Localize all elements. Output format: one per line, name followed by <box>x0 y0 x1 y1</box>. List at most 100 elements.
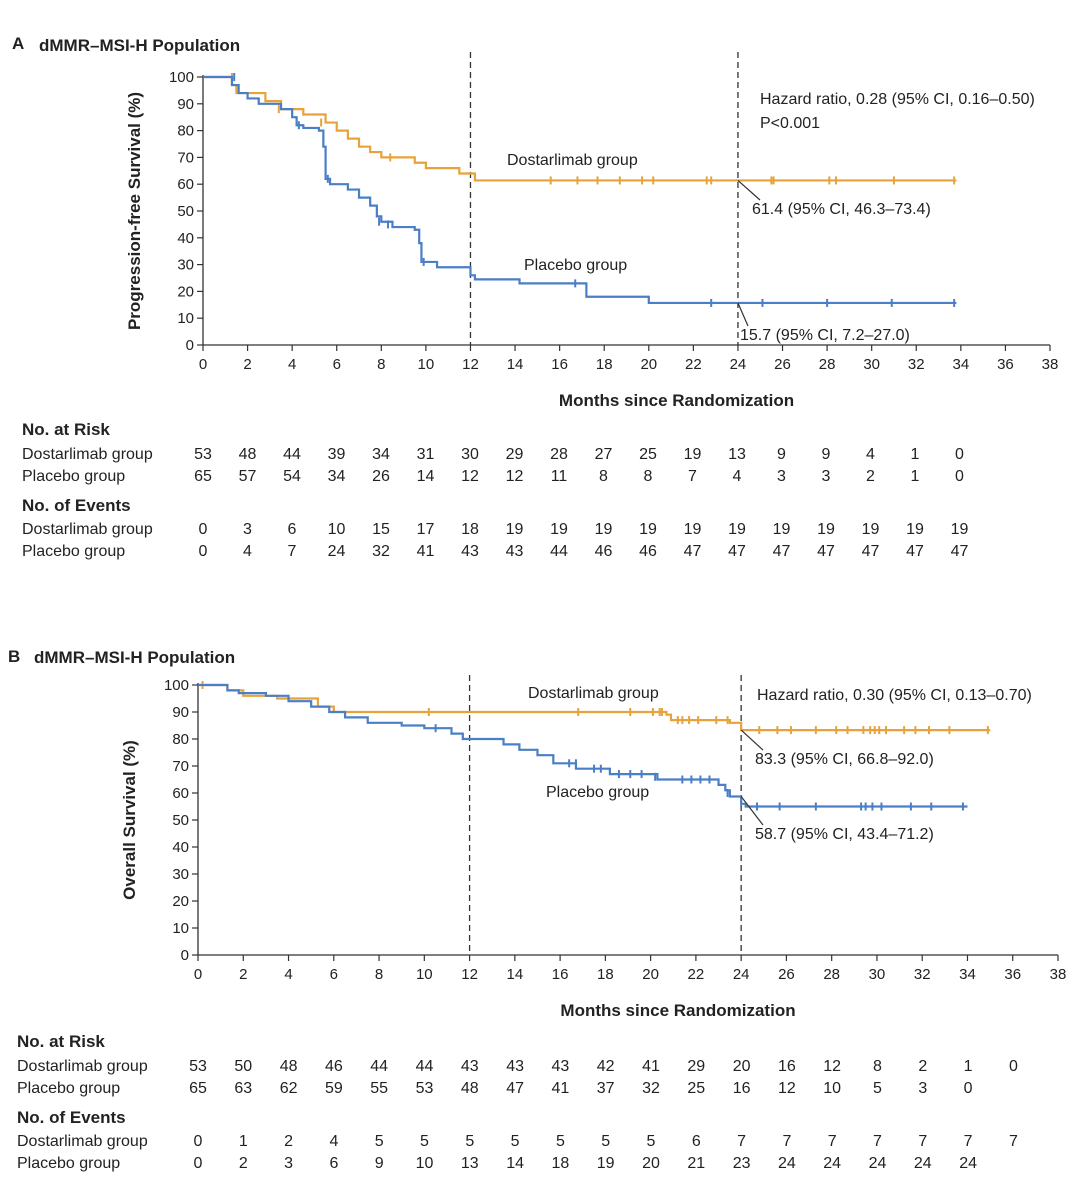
risk-value: 39 <box>327 446 346 463</box>
risk-value: 1 <box>910 446 920 463</box>
series-label: Placebo group <box>524 257 627 274</box>
risk-value: 53 <box>415 1080 434 1097</box>
event-value: 24 <box>823 1155 842 1172</box>
event-value: 24 <box>327 543 346 560</box>
event-value: 7 <box>963 1133 973 1150</box>
risk-value: 54 <box>283 468 301 485</box>
x-tick-label: 22 <box>688 966 705 983</box>
risk-value: 41 <box>551 1080 570 1097</box>
x-tick-label: 38 <box>1050 966 1067 983</box>
x-tick-label: 22 <box>685 356 702 373</box>
y-tick-label: 90 <box>177 96 194 113</box>
y-tick-label: 30 <box>177 257 194 274</box>
risk-value: 50 <box>234 1058 253 1075</box>
event-value: 6 <box>329 1155 339 1172</box>
x-tick-label: 36 <box>1004 966 1021 983</box>
event-row-label: Dostarlimab group <box>17 1133 148 1150</box>
y-tick-label: 70 <box>177 149 194 166</box>
risk-value: 43 <box>551 1058 570 1075</box>
x-tick-label: 26 <box>778 966 795 983</box>
event-value: 23 <box>732 1155 751 1172</box>
risk-value: 34 <box>327 468 346 485</box>
event-value: 24 <box>913 1155 932 1172</box>
event-row-label: Placebo group <box>22 543 126 560</box>
risk-value: 0 <box>1008 1058 1018 1075</box>
event-value: 19 <box>772 521 791 538</box>
p-value-text: P<0.001 <box>760 115 820 132</box>
series-label: Dostarlimab group <box>507 152 638 169</box>
risk-value: 44 <box>370 1058 389 1075</box>
risk-header: No. at Risk <box>22 420 110 439</box>
risk-value: 11 <box>550 468 568 485</box>
event-value: 1 <box>238 1133 248 1150</box>
event-value: 10 <box>327 521 346 538</box>
risk-value: 43 <box>460 1058 479 1075</box>
y-tick-label: 60 <box>177 176 194 193</box>
risk-value: 3 <box>918 1080 928 1097</box>
risk-value: 43 <box>506 1058 524 1075</box>
y-tick-label: 0 <box>186 337 194 354</box>
risk-value: 31 <box>416 446 435 463</box>
x-tick-label: 4 <box>288 356 296 373</box>
event-value: 0 <box>193 1155 203 1172</box>
risk-value: 12 <box>823 1058 842 1075</box>
risk-value: 0 <box>955 446 964 463</box>
x-tick-label: 16 <box>551 356 568 373</box>
x-tick-label: 0 <box>194 966 202 983</box>
risk-value: 44 <box>283 446 301 463</box>
event-value: 19 <box>728 521 746 538</box>
risk-value: 2 <box>866 468 875 485</box>
x-tick-label: 20 <box>640 356 657 373</box>
y-tick-label: 40 <box>177 230 194 247</box>
series-line-dostarlimab <box>203 75 957 182</box>
event-value: 3 <box>284 1155 294 1172</box>
risk-value: 63 <box>234 1080 253 1097</box>
risk-value: 62 <box>279 1080 298 1097</box>
event-value: 46 <box>594 543 613 560</box>
event-value: 7 <box>918 1133 928 1150</box>
event-value: 0 <box>198 521 208 538</box>
landmark-estimate: 83.3 (95% CI, 66.8–92.0) <box>755 751 934 768</box>
risk-value: 4 <box>732 468 742 485</box>
panel-title: dMMR–MSI-H Population <box>39 36 241 55</box>
risk-value: 34 <box>372 446 390 463</box>
y-tick-label: 20 <box>172 893 189 910</box>
event-value: 5 <box>601 1133 611 1150</box>
event-value: 47 <box>817 543 835 560</box>
panel-title: dMMR–MSI-H Population <box>34 648 236 667</box>
event-value: 5 <box>555 1133 565 1150</box>
risk-value: 9 <box>777 446 786 463</box>
series-label: Placebo group <box>546 784 649 801</box>
event-value: 10 <box>415 1155 434 1172</box>
event-value: 41 <box>416 543 435 560</box>
event-value: 18 <box>461 521 479 538</box>
series-line-placebo <box>203 75 957 305</box>
leader-line <box>737 302 749 327</box>
risk-row-label: Dostarlimab group <box>22 446 153 463</box>
risk-value: 65 <box>189 1080 207 1097</box>
y-tick-label: 10 <box>177 310 194 327</box>
risk-value: 65 <box>194 468 212 485</box>
event-value: 47 <box>728 543 746 560</box>
y-axis-label: Progression-free Survival (%) <box>125 92 144 330</box>
y-axis-label: Overall Survival (%) <box>120 740 139 900</box>
x-tick-label: 0 <box>199 356 207 373</box>
y-tick-label: 20 <box>177 283 194 300</box>
x-tick-label: 24 <box>730 356 747 373</box>
event-value: 46 <box>639 543 657 560</box>
risk-value: 1 <box>910 468 920 485</box>
event-value: 19 <box>639 521 657 538</box>
risk-row-label: Placebo group <box>22 468 126 485</box>
risk-value: 16 <box>777 1058 796 1075</box>
event-value: 43 <box>461 543 479 560</box>
event-value: 7 <box>827 1133 837 1150</box>
event-value: 18 <box>551 1155 570 1172</box>
event-value: 19 <box>505 521 524 538</box>
x-axis-label: Months since Randomization <box>559 391 794 410</box>
x-tick-label: 6 <box>333 356 341 373</box>
risk-value: 59 <box>324 1080 343 1097</box>
event-value: 5 <box>374 1133 384 1150</box>
risk-value: 30 <box>461 446 479 463</box>
x-tick-label: 38 <box>1042 356 1059 373</box>
